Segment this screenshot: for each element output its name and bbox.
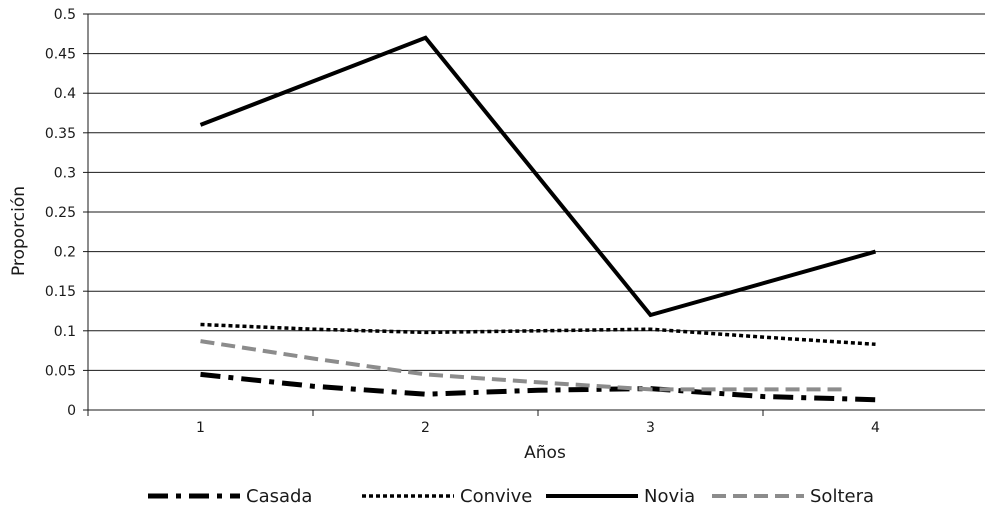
series-line-novia [199,35,877,318]
x-tick-label: 4 [871,420,880,436]
y-tick-label: 0.2 [54,245,76,261]
legend: Casada Convive Novia Soltera [148,486,874,507]
x-tick-label: 2 [421,420,430,436]
y-tick-label: 0.05 [45,363,76,379]
y-tick-label: 0.1 [54,324,76,340]
y-tick-label: 0.4 [54,86,76,102]
legend-label-convive: Convive [460,486,532,507]
y-tick-label: 0.15 [45,284,76,300]
y-tick-label: 0.5 [54,7,76,23]
y-tick-label: 0.25 [45,205,76,221]
y-tick-label: 0.3 [54,165,76,181]
x-axis-title: Años [524,443,566,463]
series-lines [199,35,877,403]
tick-labels: 0 0.05 0.1 0.15 0.2 0.25 0.3 0.35 0.4 0.45 0.5 1 2 3 4 [45,7,880,436]
legend-label-casada: Casada [246,486,312,507]
y-tick-label: 0.35 [45,126,76,142]
series-line-convive [200,322,876,347]
x-tick-label: 1 [196,420,205,436]
x-tick-label: 3 [646,420,655,436]
legend-label-novia: Novia [644,486,695,507]
y-tick-label: 0 [67,403,76,419]
y-tick-label: 0.45 [45,47,76,63]
axes [83,13,985,416]
series-line-soltera [200,339,842,392]
gridlines [88,13,985,371]
y-axis-title: Proporción [9,186,29,276]
series-line-casada [200,371,876,403]
legend-label-soltera: Soltera [810,486,874,507]
